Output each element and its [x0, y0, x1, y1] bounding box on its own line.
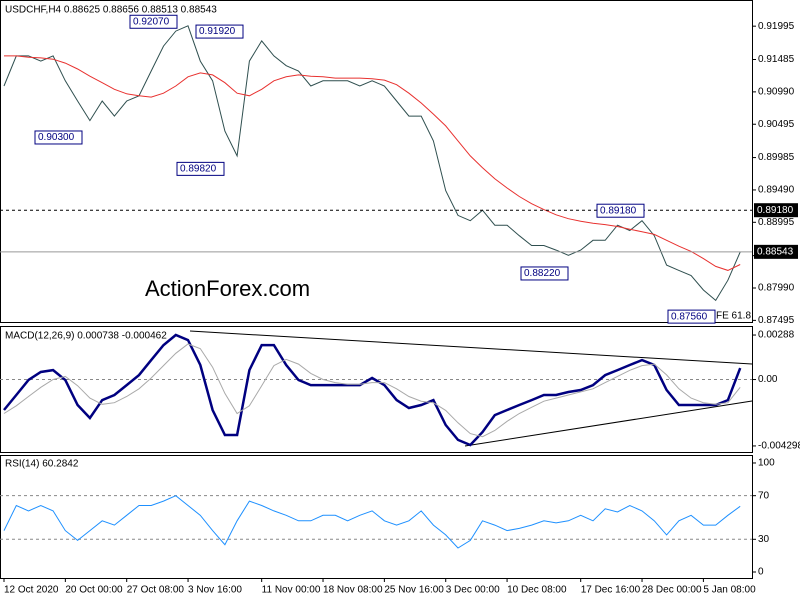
x-tick-label: 20 Oct 00:00 [65, 585, 123, 596]
rsi-panel [0, 455, 753, 579]
chart-title: USDCHF,H4 0.88625 0.88656 0.88513 0.8854… [5, 5, 217, 16]
macd-title: MACD(12,26,9) 0.000738 -0.000462 [5, 331, 167, 342]
x-tick-label: 28 Dec 00:00 [642, 585, 702, 596]
x-tick-label: 18 Nov 08:00 [323, 585, 383, 596]
y-tick-label: 0.89985 [758, 152, 795, 163]
annotation-label: 0.87560 [671, 311, 708, 322]
price-panel [0, 0, 753, 323]
y-tick-label: 0.00288 [758, 330, 795, 341]
x-tick-label: 3 Dec 00:00 [446, 585, 500, 596]
x-tick-label: 27 Oct 08:00 [127, 585, 185, 596]
annotation-box [195, 24, 244, 39]
price-level-label: 0.88543 [757, 246, 794, 257]
trend-line [464, 400, 753, 447]
annotation-label: 0.89820 [180, 164, 217, 175]
y-tick-label: 0.90495 [758, 119, 795, 130]
y-tick-label: 0 [758, 567, 764, 578]
annotation-box [176, 161, 225, 176]
y-tick-label: 0.89490 [758, 185, 795, 196]
annotation-box [129, 14, 178, 29]
series-line [4, 55, 741, 271]
rsi-title: RSI(14) 60.2842 [5, 459, 79, 470]
annotation-box [667, 309, 716, 324]
annotation-label: 0.89180 [600, 205, 637, 216]
y-tick-label: 100 [758, 458, 775, 469]
y-tick-label: 0.87990 [758, 283, 795, 294]
annotation-label: 0.92070 [133, 16, 170, 27]
series-line [3, 495, 741, 549]
y-tick-label: 0.00 [758, 374, 778, 385]
annotation-label: 0.88220 [524, 268, 561, 279]
series-line [3, 343, 741, 438]
y-tick-label: 0.87495 [758, 315, 795, 326]
x-tick-label: 25 Nov 16:00 [384, 585, 444, 596]
y-tick-label: -0.004298 [758, 441, 800, 452]
trend-line [189, 330, 753, 365]
x-tick-label: 10 Dec 08:00 [507, 585, 567, 596]
y-tick-label: 0.91485 [758, 54, 795, 65]
annotation-box [34, 130, 83, 145]
annotation-box [520, 266, 569, 281]
price-level-box [754, 203, 798, 218]
x-tick-label: 17 Dec 16:00 [581, 585, 641, 596]
y-tick-label: 30 [758, 534, 770, 545]
x-tick-label: 3 Nov 16:00 [188, 585, 242, 596]
fe-label: FE 61.8 [716, 311, 751, 322]
y-tick-label: 70 [758, 490, 770, 501]
x-tick-label: 5 Jan 08:00 [703, 585, 756, 596]
price-level-label: 0.89180 [757, 205, 794, 216]
annotation-label: 0.90300 [38, 132, 75, 143]
macd-panel [0, 326, 753, 453]
y-tick-label: 0.90990 [758, 87, 795, 98]
annotation-box [596, 203, 645, 218]
watermark: ActionForex.com [145, 276, 310, 301]
series-line [3, 25, 741, 302]
x-tick-label: 11 Nov 00:00 [262, 585, 321, 596]
series-line [3, 333, 742, 447]
annotation-label: 0.91920 [199, 26, 236, 37]
y-tick-label: 0.88995 [758, 217, 795, 228]
price-level-box [754, 244, 798, 259]
x-tick-label: 12 Oct 2020 [4, 585, 59, 596]
y-tick-label: 0.91995 [758, 21, 795, 32]
